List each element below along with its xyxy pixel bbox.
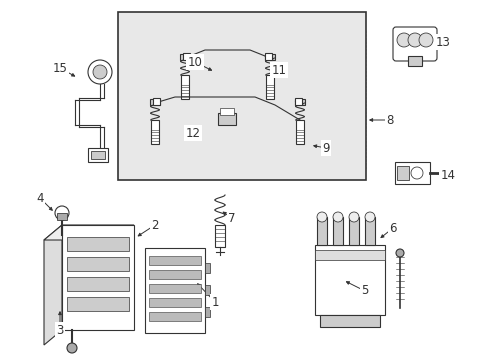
Bar [204, 285, 209, 295]
Circle shape [364, 212, 374, 222]
Circle shape [93, 65, 107, 79]
Bar [149, 298, 201, 307]
Polygon shape [44, 225, 62, 345]
Text: 3: 3 [56, 324, 63, 337]
Bar [67, 277, 129, 291]
Bar [220, 108, 234, 115]
Bar [67, 237, 129, 251]
Text: 4: 4 [36, 192, 43, 204]
Text: 15: 15 [52, 62, 67, 75]
Bar [91, 151, 105, 159]
Text: 14: 14 [440, 168, 454, 181]
Circle shape [67, 343, 77, 353]
Bar [153, 98, 160, 105]
Bar [149, 256, 201, 265]
Bar [218, 113, 236, 125]
Bar [180, 54, 190, 60]
Bar [332, 217, 342, 245]
Polygon shape [44, 225, 134, 240]
Bar [348, 217, 358, 245]
Bar [150, 120, 159, 144]
Bar [314, 250, 384, 260]
Text: 12: 12 [185, 126, 200, 140]
Circle shape [418, 33, 432, 47]
Bar [265, 53, 271, 60]
Text: 9: 9 [322, 141, 329, 154]
Bar [118, 12, 365, 180]
Circle shape [395, 249, 403, 257]
Text: 1: 1 [211, 296, 218, 309]
Bar [149, 270, 201, 279]
Text: 6: 6 [388, 221, 396, 234]
Bar [67, 257, 129, 271]
Bar [67, 297, 129, 311]
Bar [62, 225, 134, 330]
Circle shape [407, 33, 421, 47]
Circle shape [316, 212, 326, 222]
Bar [183, 53, 189, 60]
Text: 5: 5 [361, 284, 368, 297]
Bar [181, 75, 189, 99]
Bar [149, 312, 201, 321]
Bar [295, 120, 304, 144]
Bar [407, 56, 421, 66]
Bar [294, 99, 305, 105]
Bar [264, 54, 275, 60]
Bar [314, 245, 384, 315]
Bar [316, 217, 326, 245]
Circle shape [348, 212, 358, 222]
Text: 13: 13 [435, 36, 449, 49]
Circle shape [88, 60, 112, 84]
Bar [88, 148, 108, 162]
Bar [149, 284, 201, 293]
Bar [319, 315, 379, 327]
Circle shape [55, 206, 69, 220]
Text: 8: 8 [386, 113, 393, 126]
Bar [364, 217, 374, 245]
Circle shape [396, 33, 410, 47]
Bar [394, 162, 429, 184]
Circle shape [332, 212, 342, 222]
Bar [215, 225, 224, 247]
Bar [150, 99, 160, 105]
Text: 10: 10 [187, 55, 202, 68]
Bar [57, 213, 67, 220]
Bar [145, 248, 204, 333]
FancyBboxPatch shape [392, 27, 436, 61]
Bar [265, 75, 274, 99]
Text: 7: 7 [228, 212, 235, 225]
Bar [396, 166, 408, 180]
Bar [294, 98, 301, 105]
Bar [204, 263, 209, 273]
Text: 11: 11 [271, 63, 286, 77]
Bar [204, 307, 209, 317]
Text: 2: 2 [151, 219, 159, 231]
